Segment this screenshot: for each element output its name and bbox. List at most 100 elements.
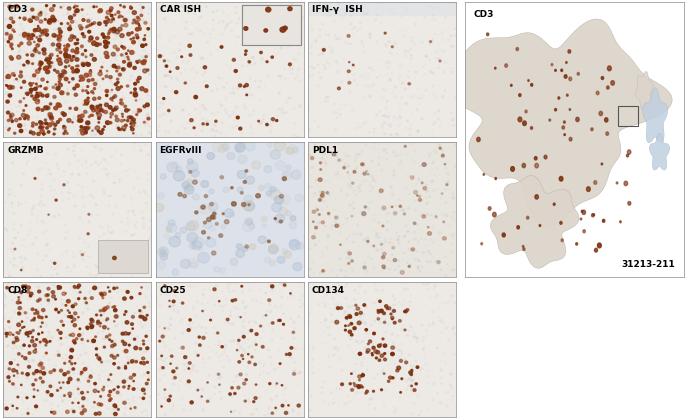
Circle shape bbox=[239, 127, 242, 130]
Circle shape bbox=[284, 29, 285, 31]
Circle shape bbox=[36, 130, 37, 131]
Circle shape bbox=[534, 157, 537, 160]
Circle shape bbox=[451, 252, 452, 253]
Circle shape bbox=[104, 44, 108, 48]
Circle shape bbox=[256, 409, 257, 410]
Circle shape bbox=[440, 402, 442, 404]
Circle shape bbox=[23, 239, 25, 240]
Circle shape bbox=[45, 66, 47, 68]
Text: CD3: CD3 bbox=[7, 5, 27, 15]
Circle shape bbox=[288, 7, 292, 10]
Circle shape bbox=[50, 410, 52, 412]
Circle shape bbox=[65, 54, 68, 58]
Circle shape bbox=[363, 166, 365, 167]
Circle shape bbox=[354, 190, 356, 192]
Circle shape bbox=[107, 385, 109, 386]
Circle shape bbox=[8, 374, 10, 375]
Circle shape bbox=[535, 195, 539, 199]
Circle shape bbox=[145, 54, 147, 56]
Circle shape bbox=[131, 362, 132, 363]
Circle shape bbox=[91, 18, 92, 19]
Circle shape bbox=[385, 62, 387, 64]
Circle shape bbox=[308, 321, 310, 323]
Circle shape bbox=[387, 307, 391, 310]
Circle shape bbox=[38, 74, 39, 75]
Circle shape bbox=[178, 389, 179, 391]
Circle shape bbox=[516, 47, 519, 51]
Circle shape bbox=[31, 359, 33, 360]
Circle shape bbox=[392, 54, 393, 55]
Circle shape bbox=[379, 189, 383, 192]
Circle shape bbox=[21, 261, 22, 263]
Circle shape bbox=[236, 42, 238, 43]
Circle shape bbox=[96, 97, 97, 98]
Circle shape bbox=[401, 304, 403, 305]
Circle shape bbox=[108, 303, 109, 304]
Circle shape bbox=[74, 11, 77, 13]
Circle shape bbox=[243, 327, 245, 328]
Circle shape bbox=[223, 86, 225, 88]
Circle shape bbox=[142, 271, 144, 272]
Circle shape bbox=[117, 386, 119, 388]
Circle shape bbox=[243, 201, 254, 211]
Circle shape bbox=[341, 207, 343, 208]
Circle shape bbox=[379, 111, 381, 113]
Circle shape bbox=[309, 409, 311, 411]
Circle shape bbox=[137, 81, 139, 83]
Circle shape bbox=[315, 244, 317, 246]
Circle shape bbox=[221, 45, 223, 46]
Circle shape bbox=[144, 21, 147, 24]
Circle shape bbox=[110, 354, 113, 357]
Circle shape bbox=[40, 65, 41, 67]
Circle shape bbox=[41, 184, 43, 185]
Circle shape bbox=[113, 95, 117, 98]
Circle shape bbox=[404, 282, 405, 284]
Circle shape bbox=[100, 309, 102, 310]
Circle shape bbox=[510, 167, 515, 171]
Circle shape bbox=[190, 262, 197, 268]
Circle shape bbox=[30, 16, 32, 18]
Circle shape bbox=[51, 122, 54, 124]
Circle shape bbox=[405, 359, 406, 360]
Circle shape bbox=[202, 230, 205, 234]
Circle shape bbox=[12, 334, 14, 336]
Circle shape bbox=[55, 84, 57, 85]
Circle shape bbox=[357, 292, 358, 293]
Circle shape bbox=[218, 344, 219, 346]
Circle shape bbox=[275, 369, 277, 370]
Circle shape bbox=[107, 41, 109, 44]
Circle shape bbox=[433, 149, 436, 151]
Circle shape bbox=[121, 154, 122, 155]
Circle shape bbox=[82, 127, 87, 130]
Circle shape bbox=[412, 330, 414, 331]
Circle shape bbox=[298, 348, 299, 349]
Circle shape bbox=[234, 393, 236, 395]
Circle shape bbox=[530, 127, 532, 129]
Circle shape bbox=[67, 271, 68, 272]
Circle shape bbox=[523, 248, 525, 251]
Circle shape bbox=[308, 108, 309, 109]
Circle shape bbox=[99, 359, 101, 361]
Circle shape bbox=[199, 56, 201, 57]
Circle shape bbox=[380, 344, 382, 345]
Circle shape bbox=[376, 14, 379, 16]
Circle shape bbox=[170, 409, 172, 411]
Circle shape bbox=[69, 25, 71, 26]
Circle shape bbox=[132, 22, 134, 24]
Circle shape bbox=[203, 66, 207, 69]
Circle shape bbox=[237, 349, 240, 352]
Circle shape bbox=[70, 287, 72, 289]
Circle shape bbox=[30, 44, 32, 45]
Circle shape bbox=[401, 16, 403, 17]
Circle shape bbox=[23, 32, 27, 36]
Circle shape bbox=[113, 321, 115, 322]
Circle shape bbox=[415, 383, 417, 385]
Circle shape bbox=[65, 354, 67, 356]
Circle shape bbox=[49, 115, 53, 119]
Circle shape bbox=[372, 391, 374, 392]
Circle shape bbox=[47, 153, 49, 155]
Circle shape bbox=[69, 312, 70, 313]
Circle shape bbox=[185, 383, 187, 385]
Circle shape bbox=[133, 338, 135, 340]
Circle shape bbox=[236, 36, 238, 37]
